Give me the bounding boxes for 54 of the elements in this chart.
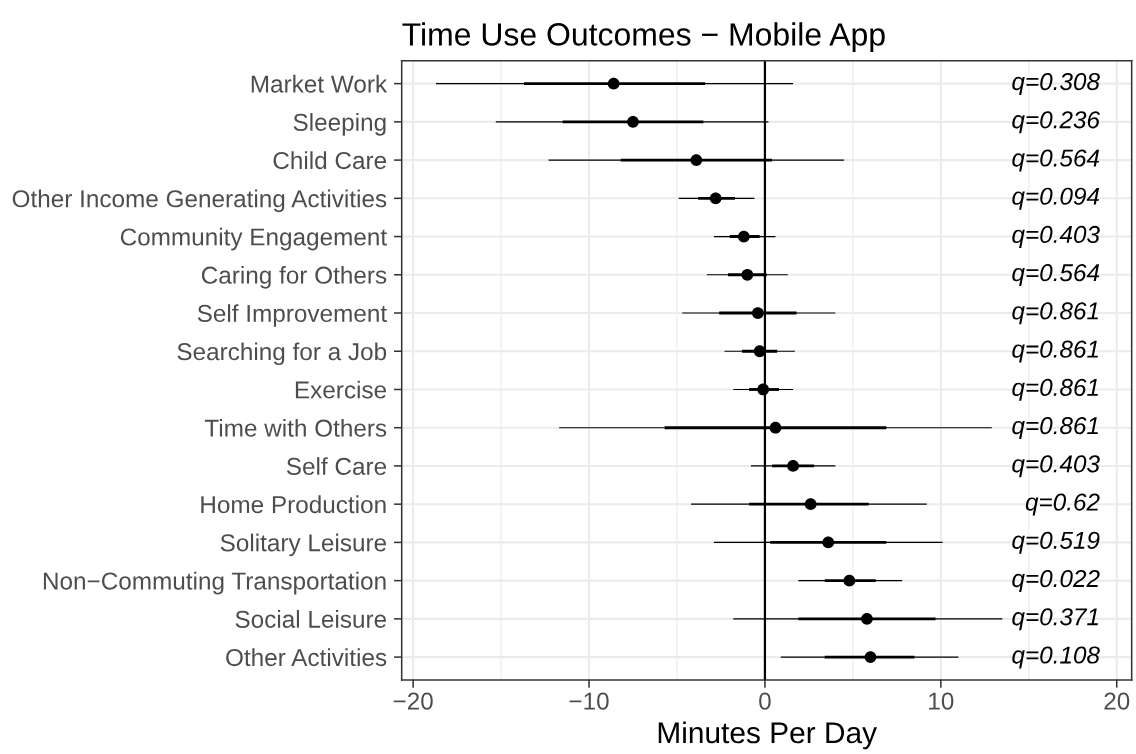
annotation: q=0.564 [1012, 149, 1100, 172]
annotation: q=0.62 [1025, 493, 1100, 516]
y-tick-label: Sleeping [293, 113, 386, 136]
annotation: q=0.861 [1012, 378, 1098, 401]
point [861, 612, 873, 625]
point [607, 77, 620, 90]
y-tick-label: Other Activities [226, 648, 387, 667]
y-tick-label: Self Improvement [197, 304, 387, 327]
y-tick-label: Home Production [201, 495, 386, 514]
annotation: q=0.861 [1012, 340, 1098, 363]
annotation: q=0.861 [1012, 417, 1098, 440]
point [843, 574, 856, 587]
point [737, 230, 750, 243]
y-tick-label: Other Income Generating Activities [12, 189, 387, 213]
annotation: q=0.519 [1012, 531, 1100, 554]
point [822, 536, 835, 549]
x-tick-label: 0 [759, 692, 771, 710]
y-tick-label: Searching for a Job [177, 342, 387, 366]
y-tick-label: Market Work [251, 74, 388, 93]
annotation: q=0.108 [1012, 646, 1100, 669]
point [864, 651, 877, 663]
point [709, 192, 722, 205]
y-tick-label: Community Engagement [120, 227, 387, 251]
x-tick-label: 20 [1104, 692, 1130, 710]
x-tick-label: −10 [569, 692, 609, 710]
annotation: q=0.094 [1012, 187, 1100, 210]
y-tick-label: Child Care [273, 151, 387, 170]
annotation: q=0.236 [1012, 111, 1101, 134]
y-tick-label: Self Care [286, 457, 387, 475]
y-tick-label: Time with Others [204, 418, 387, 437]
x-tick-label: 10 [929, 692, 954, 710]
chart-title: Time Use Outcomes − Mobile App [402, 22, 885, 53]
y-tick-label: Exercise [295, 380, 387, 399]
point [769, 421, 782, 434]
x-tick-label: −20 [393, 692, 433, 710]
point [627, 115, 639, 128]
point [757, 383, 770, 396]
annotation: q=0.564 [1012, 264, 1100, 287]
annotation: q=0.403 [1012, 455, 1100, 478]
y-tick-label: Social Leisure [235, 610, 387, 628]
annotation: q=0.022 [1012, 569, 1100, 592]
point [787, 460, 799, 472]
point [804, 498, 817, 511]
x-axis-title: Minutes Per Day [658, 721, 877, 750]
annotation: q=0.308 [1012, 72, 1100, 95]
y-tick-label: Non−Commuting Transportation [43, 571, 386, 595]
annotation: q=0.371 [1012, 608, 1098, 631]
point [690, 154, 703, 166]
y-tick-label: Caring for Others [201, 265, 387, 289]
point [741, 268, 754, 281]
annotation: q=0.403 [1012, 225, 1100, 248]
annotation: q=0.861 [1012, 302, 1098, 325]
point [752, 307, 764, 319]
y-tick-label: Solitary Leisure [220, 533, 387, 557]
